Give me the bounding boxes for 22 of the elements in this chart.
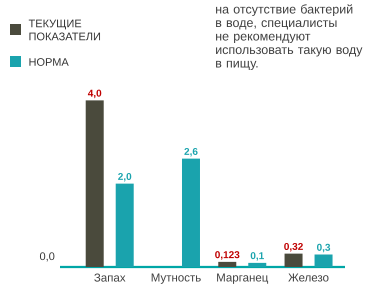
- data-label: 0,1: [250, 252, 264, 261]
- x-tick-label: Мутность: [152, 274, 201, 284]
- text: на отсутствие бактерий в воде, специалисты не рекомендуют использовать такую воду в пищу.: [216, 4, 362, 70]
- bar: [116, 184, 134, 267]
- data-label: 0,3: [316, 244, 330, 252]
- x-tick-label: Железо: [288, 274, 328, 282]
- data-label: 2,6: [184, 148, 198, 156]
- bar: [218, 262, 236, 267]
- data-label: 2,0: [118, 172, 132, 182]
- bar: [314, 254, 333, 267]
- bar: [284, 254, 303, 267]
- bar: [248, 262, 266, 267]
- text: 0,0: [40, 252, 54, 262]
- data-label: 4,0: [88, 90, 102, 98]
- data-label: 0,123: [215, 251, 240, 260]
- bar: [182, 158, 200, 267]
- x-tick-label: Марганец: [217, 274, 268, 284]
- x-tick-label: Запах: [94, 274, 126, 282]
- legend-label: НОРМА: [29, 58, 69, 66]
- legend-label: ТЕКУЩИЕ ПОКАЗАТЕЛИ: [28, 20, 100, 40]
- data-label: 0,32: [284, 242, 303, 252]
- bar: [86, 100, 104, 267]
